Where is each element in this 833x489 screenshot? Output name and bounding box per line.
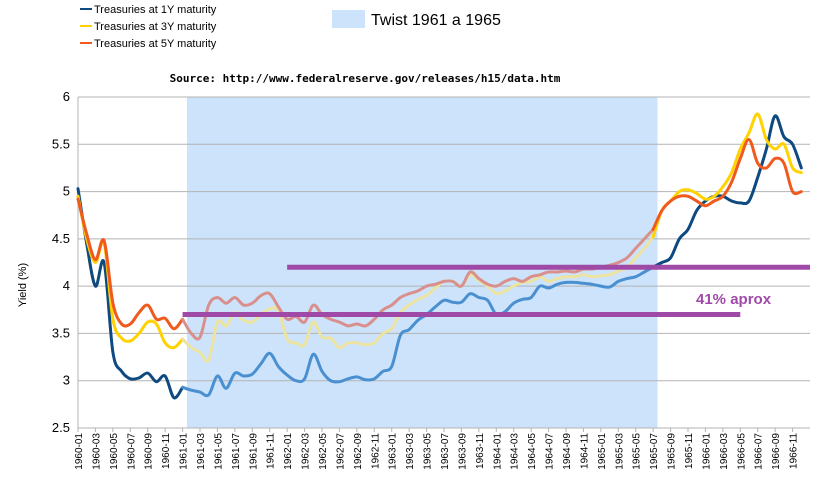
x-tick-label: 1961-05 (213, 433, 224, 470)
x-tick-label: 1964-01 (492, 433, 503, 470)
x-tick-label: 1965-03 (614, 433, 625, 470)
series-line-3y-pre (76, 194, 185, 350)
x-tick-label: 1963-09 (457, 433, 468, 470)
x-tick-label: 1964-07 (545, 433, 556, 470)
y-tick-label: 6 (63, 89, 70, 104)
x-tick-label: 1960-09 (144, 433, 155, 470)
x-tick-label: 1965-05 (632, 433, 643, 470)
x-tick-label: 1965-11 (684, 433, 695, 469)
x-tick-label: 1965-01 (597, 433, 608, 470)
x-tick-label: 1960-07 (126, 433, 137, 470)
x-tick-label: 1961-07 (231, 433, 242, 470)
series-line-1y-post (651, 114, 803, 269)
x-tick-label: 1966-09 (771, 433, 782, 470)
series-line-1y-twist (181, 265, 655, 398)
x-tick-label: 1963-01 (388, 433, 399, 470)
legend-label-5y: Treasuries at 5Y maturity (94, 38, 217, 50)
x-tick-label: 1962-07 (335, 433, 346, 470)
x-tick-label: 1966-03 (719, 433, 730, 470)
series-line-5y-twist (181, 227, 655, 341)
x-tick-label: 1966-11 (789, 433, 800, 469)
x-tick-label: 1964-09 (562, 433, 573, 470)
x-tick-label: 1965-09 (667, 433, 678, 470)
twist-legend-swatch (332, 10, 365, 28)
series-line-3y-post (651, 112, 803, 239)
legend-label-3y: Treasuries at 3Y maturity (94, 21, 217, 33)
x-tick-label: 1961-09 (248, 433, 259, 470)
y-tick-label: 4.5 (52, 231, 70, 246)
x-tick-label: 1964-03 (510, 433, 521, 470)
x-tick-label: 1963-03 (405, 433, 416, 470)
series-line-5y-post (651, 138, 803, 231)
y-tick-label: 3.5 (52, 325, 70, 340)
series-line-5y-pre (76, 197, 185, 331)
twist-legend-label: Twist 1961 a 1965 (371, 12, 501, 29)
x-tick-label: 1962-05 (318, 433, 329, 470)
x-tick-label: 1961-11 (266, 433, 277, 469)
x-tick-label: 1962-11 (370, 433, 381, 469)
x-tick-label: 1961-01 (179, 433, 190, 470)
x-tick-label: 1963-05 (423, 433, 434, 470)
x-tick-label: 1965-07 (649, 433, 660, 470)
x-tick-label: 1962-09 (353, 433, 364, 470)
x-tick-label: 1960-01 (74, 433, 85, 470)
source-text: Source: http://www.federalreserve.gov/re… (170, 72, 561, 85)
x-tick-label: 1963-11 (475, 433, 486, 469)
twist-band (186, 97, 658, 428)
x-tick-label: 1962-03 (301, 433, 312, 470)
series-line-1y-pre (76, 187, 185, 400)
x-tick-label: 1960-11 (161, 433, 172, 469)
legend-label-1y: Treasuries at 1Y maturity (94, 4, 217, 16)
x-tick-label: 1966-07 (754, 433, 765, 470)
plot-area: 2.5 3 3.5 4 4.5 5 5.5 6 1960-01 1960-03 1960-05 196… (52, 89, 810, 470)
x-tick-label: 1961-03 (196, 433, 207, 470)
x-tick-label: 1966-01 (701, 433, 712, 470)
annotation-41-aprox: 41% aprox (696, 291, 772, 308)
y-tick-label: 4 (63, 278, 70, 293)
legend: Treasuries at 1Y maturity Treasuries at … (80, 4, 217, 50)
x-tick-label: 1966-05 (736, 433, 747, 470)
x-tick-label: 1963-07 (440, 433, 451, 470)
y-tick-label: 3 (63, 373, 70, 388)
x-tick-label: 1960-03 (91, 433, 102, 470)
y-tick-label: 2.5 (52, 420, 70, 435)
x-tick-label: 1962-01 (283, 433, 294, 470)
x-tick-label: 1964-11 (579, 433, 590, 469)
x-tick-label: 1960-05 (109, 433, 120, 470)
x-tick-label: 1964-05 (527, 433, 538, 470)
y-tick-label: 5 (63, 184, 70, 199)
y-tick-label: 5.5 (52, 136, 70, 151)
y-axis-label: Yield (%) (17, 263, 29, 307)
